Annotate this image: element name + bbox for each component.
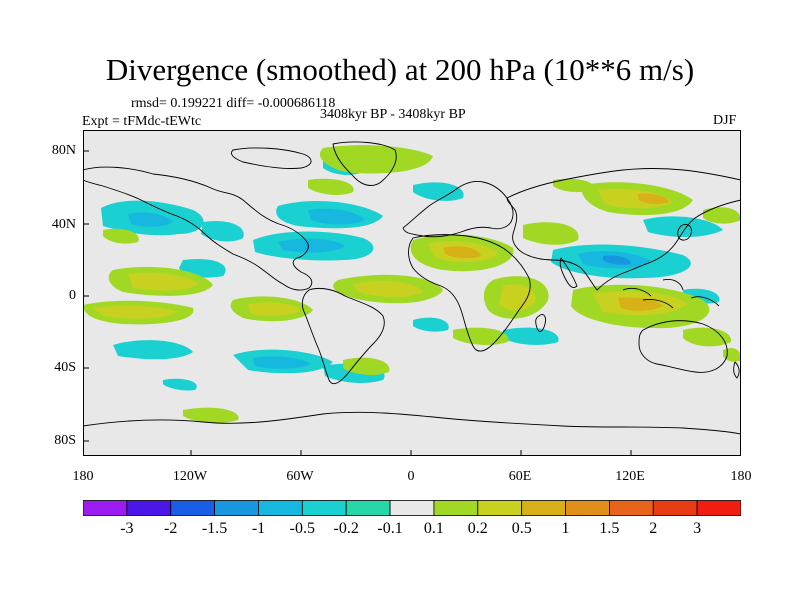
coast-north-america	[83, 166, 313, 291]
colorbar-label: -3	[120, 520, 134, 537]
colorbar-label: -0.2	[333, 520, 359, 537]
coast-greenland	[332, 141, 397, 186]
lon-label-120e: 120E	[615, 469, 645, 484]
colorbar-label: -2	[164, 520, 178, 537]
lat-label-40s: 40S	[54, 360, 76, 375]
coast-europe	[402, 181, 514, 238]
field-region	[308, 208, 365, 225]
period-label: 3408kyr BP - 3408kyr BP	[320, 107, 466, 122]
coast-india	[559, 257, 578, 289]
field-region	[638, 193, 669, 205]
coast-madagascar	[535, 313, 546, 332]
map-ticks	[83, 150, 632, 456]
colorbar-box	[301, 500, 347, 516]
field-region	[703, 207, 741, 224]
colorbar-label: -0.1	[377, 520, 403, 537]
season-label: DJF	[713, 113, 737, 128]
field-region	[643, 216, 723, 237]
field-region	[253, 356, 311, 369]
field-region	[308, 178, 354, 195]
coast-new-zealand	[733, 361, 740, 379]
lon-label-180w: 180	[72, 469, 94, 484]
lat-label-80n: 80N	[51, 143, 76, 158]
stats-label: rmsd= 0.199221 diff= -0.000686118	[131, 96, 336, 111]
colorbar-label: 1	[561, 520, 570, 537]
colorbar-box	[83, 500, 128, 516]
colorbar-label: -1	[251, 520, 266, 537]
field-region	[413, 317, 449, 332]
field-region	[93, 305, 178, 319]
field-region	[453, 327, 509, 345]
map-frame	[83, 130, 741, 456]
lat-label-80s: 80S	[54, 433, 76, 448]
field-region	[113, 340, 193, 360]
colorbar-box	[170, 500, 216, 516]
colorbar-box	[258, 500, 303, 516]
divergence-field	[83, 145, 741, 423]
field-region	[353, 281, 423, 298]
field-region	[128, 272, 198, 291]
lon-label-60w: 60W	[286, 469, 314, 484]
divergence-map	[83, 130, 741, 456]
coast-south-america	[301, 287, 385, 385]
lat-label-40n: 40N	[51, 217, 76, 232]
field-region	[553, 178, 594, 193]
coastlines	[83, 141, 741, 435]
colorbar-label: -0.5	[289, 520, 315, 537]
lon-label-60e: 60E	[508, 469, 532, 484]
colorbar-box	[126, 500, 172, 516]
coast-asia	[506, 168, 741, 291]
colorbar-box	[521, 500, 566, 516]
colorbar-box	[652, 500, 698, 516]
field-region	[499, 284, 536, 311]
colorbar-box	[214, 500, 259, 516]
colorbar-label: 0.1	[423, 520, 444, 537]
lat-label-0: 0	[69, 288, 76, 303]
field-region	[248, 302, 301, 317]
colorbar-box	[389, 500, 435, 516]
field-region	[523, 222, 579, 245]
colorbar-label: 2	[649, 520, 658, 537]
colorbar-label: 0.2	[467, 520, 488, 537]
coast-maritime-asia	[622, 279, 720, 309]
coast-antarctica	[83, 411, 741, 435]
colorbar-box	[696, 500, 741, 516]
field-region	[618, 297, 663, 311]
field-region	[103, 228, 139, 244]
colorbar-label: -1.5	[201, 520, 228, 537]
colorbar-box	[345, 500, 391, 516]
colorbar-box	[433, 500, 479, 516]
field-region	[603, 255, 631, 265]
field-region	[163, 378, 197, 391]
field-region	[319, 145, 433, 174]
field-region	[343, 357, 390, 375]
coast-arctic-islands	[231, 147, 312, 169]
coast-africa	[408, 234, 531, 352]
field-region	[278, 238, 345, 253]
lon-label-120w: 120W	[172, 469, 208, 484]
coast-japan	[677, 223, 692, 241]
experiment-label: Expt = tFMdc-tEWtc	[82, 114, 202, 129]
field-region	[201, 220, 244, 242]
colorbar	[83, 500, 741, 516]
coast-australia	[638, 320, 728, 373]
colorbar-box	[477, 500, 523, 516]
colorbar-box	[565, 500, 610, 516]
plot-title: Divergence (smoothed) at 200 hPa (10**6 …	[105, 52, 695, 87]
colorbar-label: 0.5	[511, 520, 532, 537]
field-region	[413, 182, 464, 201]
field-region	[443, 246, 481, 259]
lon-label-180e: 180	[730, 469, 752, 484]
colorbar-label: 3	[693, 520, 702, 537]
colorbar-label: 1.5	[599, 520, 620, 537]
field-region	[683, 327, 732, 347]
colorbar-box	[609, 500, 654, 516]
field-region	[128, 212, 173, 227]
field-region	[183, 407, 239, 423]
lon-label-0: 0	[407, 469, 415, 484]
field-region	[503, 327, 559, 345]
